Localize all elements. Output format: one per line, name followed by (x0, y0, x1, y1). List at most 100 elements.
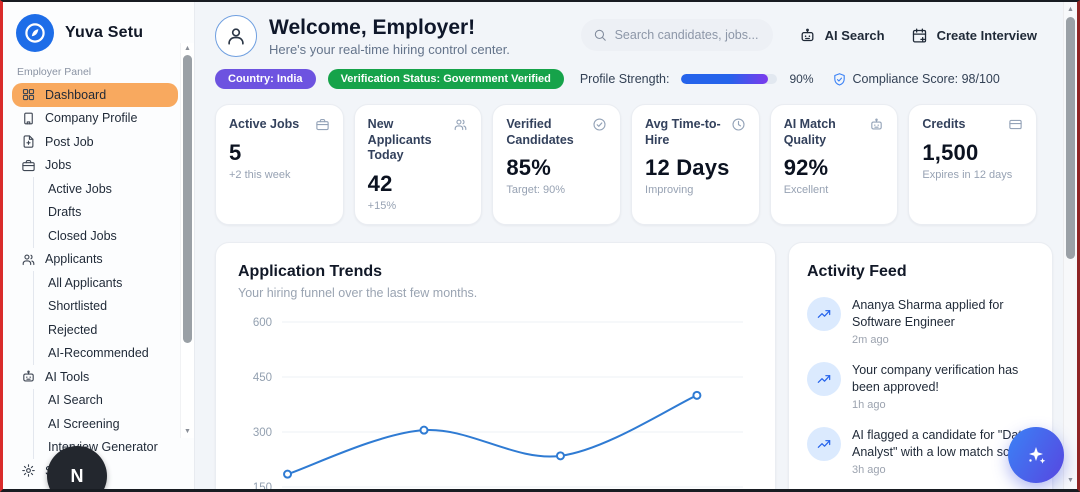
stat-subtext: Target: 90% (506, 184, 566, 197)
sidebar-item-all-applicants[interactable]: All Applicants (33, 271, 178, 295)
briefcase-icon (315, 117, 330, 133)
trends-subtitle: Your hiring funnel over the last few mon… (238, 285, 478, 300)
sidebar-item-label: AI Screening (48, 416, 120, 431)
page-title: Welcome, Employer! (269, 15, 476, 39)
country-badge: Country: India (215, 69, 316, 89)
activity-item: Ananya Sharma applied for Software Engin… (807, 296, 1036, 346)
stat-value: 85% (506, 155, 551, 181)
sidebar-item-label: AI-Recommended (48, 346, 149, 361)
trending-up-icon (807, 426, 841, 461)
page-scrollbar-thumb[interactable] (1066, 17, 1075, 259)
sidebar-item-label: Drafts (48, 205, 82, 220)
stat-label: New Applicants Today (367, 117, 432, 163)
stat-card-active-jobs: Active Jobs 5 +2 this week (215, 104, 344, 225)
sidebar-item-dashboard[interactable]: Dashboard (12, 83, 178, 107)
scroll-down-icon[interactable]: ▼ (184, 428, 191, 435)
ai-assistant-fab[interactable] (1008, 427, 1064, 483)
stat-subtext: Expires in 12 days (922, 168, 1013, 181)
calendar-plus-icon (911, 27, 928, 44)
scroll-up-icon[interactable]: ▲ (184, 45, 191, 52)
sidebar-item-company-profile[interactable]: Company Profile (12, 107, 178, 131)
notification-bubble[interactable]: N (47, 446, 107, 489)
page-subtitle: Here's your real-time hiring control cen… (269, 41, 510, 57)
sidebar-nav: Dashboard Company Profile Post Job Jobs Acti… (3, 83, 194, 489)
stat-label: Credits (922, 117, 966, 131)
verification-badge: Verification Status: Government Verified (327, 69, 564, 89)
robot-icon (869, 117, 884, 148)
stat-label: Active Jobs (229, 117, 300, 131)
create-interview-label: Create Interview (936, 27, 1037, 43)
scroll-down-icon[interactable]: ▼ (1067, 477, 1074, 484)
search-box[interactable] (580, 19, 773, 51)
sidebar-item-ai-screening[interactable]: AI Screening (33, 412, 178, 436)
stat-card-avg-time-to-hire: Avg Time-to-Hire 12 Days Improving (631, 104, 760, 225)
sidebar-scrollbar-thumb[interactable] (183, 55, 192, 343)
sidebar-item-shortlisted[interactable]: Shortlisted (33, 294, 178, 318)
sidebar-item-label: Post Job (45, 134, 94, 149)
robot-icon (799, 27, 816, 44)
profile-strength-value: 90% (789, 72, 814, 86)
stat-card-ai-match-quality: AI Match Quality 92% Excellent (769, 104, 899, 225)
activity-item: Your company verification has been appro… (807, 361, 1036, 411)
trends-title: Application Trends (238, 262, 383, 280)
app-title: Yuva Setu (65, 24, 144, 41)
sidebar-item-closed-jobs[interactable]: Closed Jobs (33, 224, 178, 248)
sidebar-item-jobs[interactable]: Jobs (12, 154, 178, 178)
sidebar-item-label: Dashboard (45, 87, 107, 102)
stat-card-verified-candidates: Verified Candidates 85% Target: 90% (492, 104, 622, 225)
sidebar-item-ai-recommended[interactable]: AI-Recommended (33, 341, 178, 365)
sidebar-item-label: Applicants (45, 252, 103, 267)
shield-check-icon (832, 72, 847, 87)
employer-avatar (215, 15, 257, 57)
activity-timestamp: 1h ago (852, 398, 886, 411)
stat-value: 92% (783, 155, 829, 181)
chart-data-point (419, 425, 429, 435)
chart-data-point (692, 390, 702, 400)
sidebar-item-drafts[interactable]: Drafts (33, 200, 178, 224)
activity-timestamp: 3h ago (852, 463, 886, 476)
application-trends-chart: 0150300450600 (253, 317, 743, 489)
brand: Yuva Setu (3, 2, 194, 56)
activity-text: AI flagged a candidate for "Data Analyst… (852, 427, 1031, 460)
chart-data-point (555, 451, 565, 461)
sidebar-item-applicants[interactable]: Applicants (12, 248, 178, 272)
stat-label: Avg Time-to-Hire (645, 117, 721, 147)
main-content: Welcome, Employer! Here's your real-time… (195, 2, 1077, 489)
stat-value: 1,500 (922, 139, 979, 165)
sidebar-item-rejected[interactable]: Rejected (33, 318, 178, 342)
robot-icon (21, 369, 36, 384)
sidebar-item-ai-tools[interactable]: AI Tools (12, 365, 178, 389)
stat-label: AI Match Quality (783, 117, 836, 147)
stat-subtext: +2 this week (229, 168, 291, 181)
trending-up-icon (807, 296, 841, 331)
application-trends-card: Application Trends Your hiring funnel ov… (215, 241, 776, 489)
sidebar-item-post-job[interactable]: Post Job (12, 130, 178, 154)
users-icon (21, 252, 36, 267)
create-interview-button[interactable]: Create Interview (911, 27, 1037, 44)
stat-value: 5 (229, 139, 242, 165)
trending-up-icon (807, 361, 841, 396)
sidebar-item-label: Company Profile (45, 111, 138, 126)
gear-icon (21, 463, 36, 478)
sidebar-scrollbar[interactable]: ▲ ▼ (180, 43, 194, 438)
sidebar-item-active-jobs[interactable]: Active Jobs (33, 177, 178, 201)
clock-icon (731, 117, 746, 148)
activity-timestamp: 2m ago (852, 333, 889, 346)
compliance-label: Compliance Score: 98/100 (852, 72, 1000, 86)
scroll-up-icon[interactable]: ▲ (1067, 6, 1074, 13)
ai-search-button[interactable]: AI Search (799, 27, 885, 44)
stat-card-credits: Credits 1,500 Expires in 12 days (908, 104, 1038, 225)
stat-label: Verified Candidates (506, 117, 574, 147)
page-scrollbar[interactable]: ▲ ▼ (1063, 2, 1077, 489)
stat-subtext: Improving (645, 184, 694, 197)
activity-feed-title: Activity Feed (807, 262, 907, 280)
building-icon (21, 111, 36, 126)
activity-text: Your company verification has been appro… (852, 362, 1019, 395)
users-icon (453, 117, 468, 164)
sidebar-item-ai-search[interactable]: AI Search (33, 388, 178, 412)
search-icon (593, 28, 607, 42)
card-icon (1008, 117, 1023, 133)
search-input[interactable] (614, 28, 761, 42)
chart-data-point (283, 469, 293, 479)
sidebar-item-label: AI Tools (45, 369, 90, 384)
